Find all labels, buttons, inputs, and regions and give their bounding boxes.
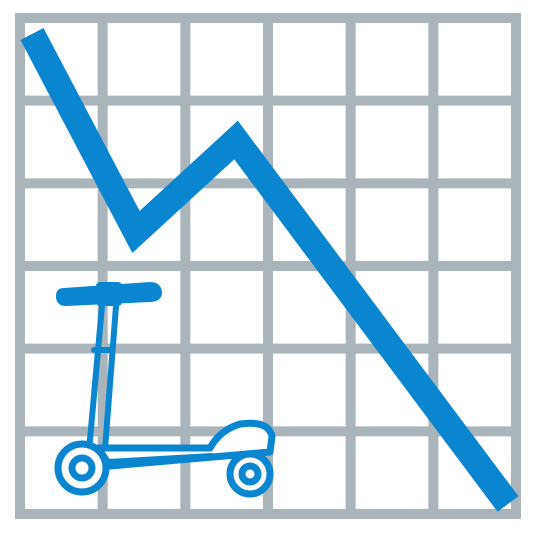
- scooter-icon: [54, 282, 276, 498]
- scooter-stem: [85, 303, 119, 465]
- scooter-rear-hub: [238, 462, 262, 486]
- scooter-front-hub: [68, 454, 96, 482]
- scooter-deck: [94, 419, 276, 470]
- scooter-stem-clamp: [96, 282, 122, 306]
- scooter-deck-rail: [105, 453, 215, 465]
- trend-line: [20, 27, 519, 512]
